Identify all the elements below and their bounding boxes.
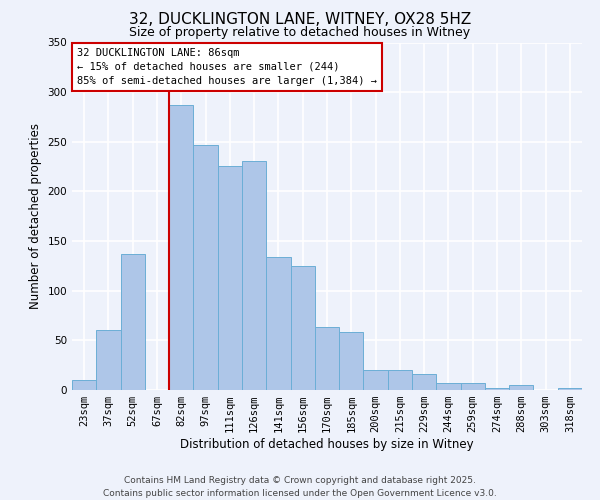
Bar	[388, 370, 412, 390]
Bar	[315, 328, 339, 390]
Bar	[461, 383, 485, 390]
Bar	[121, 254, 145, 390]
Text: 32 DUCKLINGTON LANE: 86sqm
← 15% of detached houses are smaller (244)
85% of sem: 32 DUCKLINGTON LANE: 86sqm ← 15% of deta…	[77, 48, 377, 86]
Bar	[364, 370, 388, 390]
Text: Size of property relative to detached houses in Witney: Size of property relative to detached ho…	[130, 26, 470, 39]
Bar	[218, 166, 242, 390]
Bar	[266, 257, 290, 390]
Bar	[242, 160, 266, 390]
Bar	[412, 374, 436, 390]
Text: 32, DUCKLINGTON LANE, WITNEY, OX28 5HZ: 32, DUCKLINGTON LANE, WITNEY, OX28 5HZ	[129, 12, 471, 28]
Bar	[485, 388, 509, 390]
Bar	[169, 105, 193, 390]
Bar	[290, 266, 315, 390]
X-axis label: Distribution of detached houses by size in Witney: Distribution of detached houses by size …	[180, 438, 474, 451]
Y-axis label: Number of detached properties: Number of detached properties	[29, 123, 42, 309]
Bar	[96, 330, 121, 390]
Bar	[72, 380, 96, 390]
Bar	[436, 383, 461, 390]
Bar	[558, 388, 582, 390]
Bar	[339, 332, 364, 390]
Text: Contains HM Land Registry data © Crown copyright and database right 2025.
Contai: Contains HM Land Registry data © Crown c…	[103, 476, 497, 498]
Bar	[509, 385, 533, 390]
Bar	[193, 145, 218, 390]
